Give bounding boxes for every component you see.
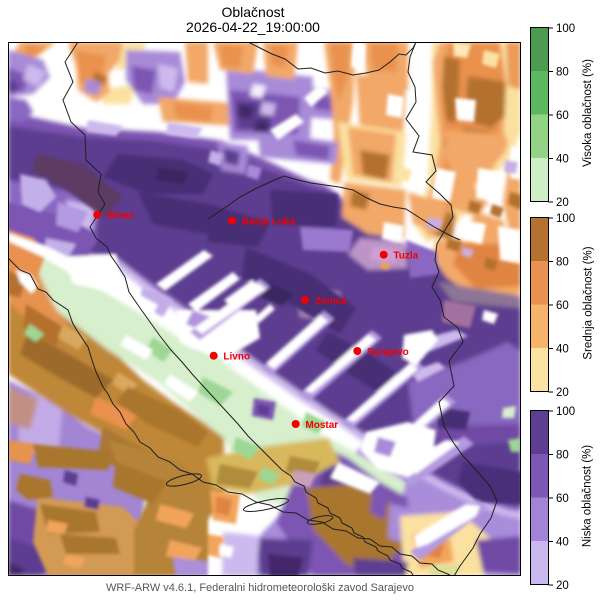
svg-text:Banja Luka: Banja Luka (242, 217, 296, 228)
svg-text:20: 20 (556, 580, 569, 592)
svg-text:80: 80 (556, 450, 569, 462)
svg-text:40: 40 (556, 344, 569, 356)
svg-text:100: 100 (556, 406, 575, 418)
svg-text:100: 100 (556, 213, 575, 225)
svg-text:Zenica: Zenica (315, 296, 347, 307)
svg-text:Mostar: Mostar (305, 420, 338, 431)
svg-text:20: 20 (556, 197, 569, 209)
svg-text:40: 40 (556, 154, 569, 166)
svg-text:20: 20 (556, 387, 569, 399)
svg-text:80: 80 (556, 67, 569, 79)
svg-text:Sarajevo: Sarajevo (367, 347, 409, 358)
svg-text:60: 60 (556, 110, 569, 122)
svg-text:40: 40 (556, 537, 569, 549)
svg-text:Bihać: Bihać (107, 211, 135, 222)
svg-text:60: 60 (556, 493, 569, 505)
svg-text:Tuzla: Tuzla (393, 251, 418, 262)
svg-text:Livno: Livno (223, 352, 250, 363)
svg-text:60: 60 (556, 300, 569, 312)
svg-text:100: 100 (556, 23, 575, 35)
svg-text:80: 80 (556, 257, 569, 269)
